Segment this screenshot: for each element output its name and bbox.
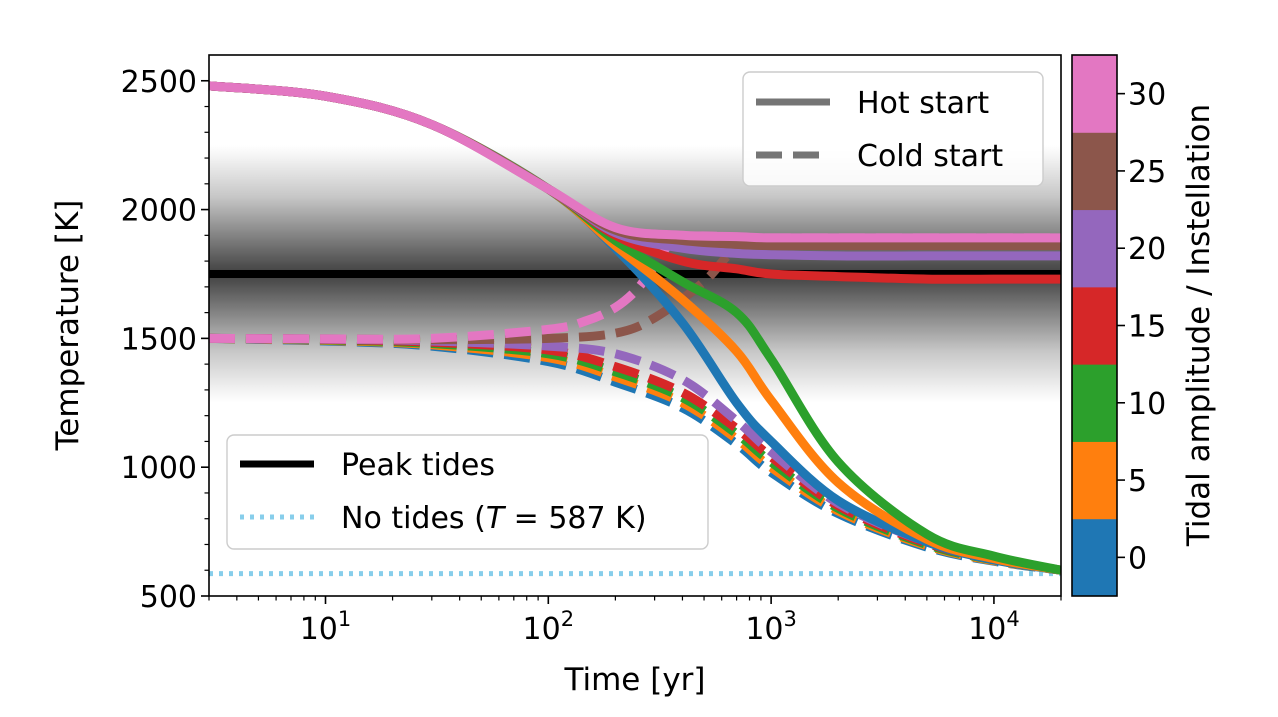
x-tick-exp: 3 [784,607,797,631]
colorbar-label: Tidal amplitude / Instellation [1181,104,1217,547]
legend-bottom-box [226,434,709,550]
legend-peak-tides-label: Peak tides [341,448,495,483]
x-tick-base: 10 [968,612,1006,647]
colorbar-frame [1071,54,1118,597]
legend-cold-start-label: Cold start [857,139,1003,174]
y-tick-label: 1500 [121,322,197,357]
y-axis-label: Temperature [K] [50,200,86,452]
legend-no-tides-label-post: = 587 K) [504,501,646,536]
x-tick-exp: 4 [1006,607,1019,631]
y-tick-label: 2500 [121,65,197,100]
x-tick-exp: 1 [338,607,351,631]
colorbar-tick-label: 0 [1128,541,1147,576]
x-axis-label: Time [yr] [564,662,706,698]
colorbar-segment [1072,441,1117,520]
series-lines [209,81,1061,575]
x-tick-label: 102 [523,607,575,647]
colorbar-tick-label: 30 [1128,78,1166,113]
y-tick-label: 1000 [121,451,197,486]
colorbar-segment [1072,518,1117,597]
legend-bottom: Peak tides No tides (T = 587 K) [226,434,709,550]
colorbar-segment [1072,286,1117,365]
x-tick-base: 10 [523,612,561,647]
colorbar-tick-label: 5 [1128,464,1147,499]
legend-hot-start-label: Hot start [857,86,989,121]
x-tick-label: 101 [300,607,352,647]
legend-no-tides-label: No tides (T = 587 K) [341,501,647,536]
x-axis-ticks: 101 102 103 104 [208,596,1062,647]
colorbar-tick-label: 25 [1128,155,1166,190]
series-line-6 [209,81,1061,243]
colorbar-tick-label: 15 [1128,310,1166,345]
colorbar-segment [1072,209,1117,288]
colorbar-segment [1072,132,1117,211]
y-tick-label: 500 [140,580,197,615]
legend-top: Hot start Cold start [742,71,1044,187]
plot-frame [208,54,1062,597]
x-tick-exp: 2 [561,607,574,631]
colorbar-segment [1072,364,1117,442]
y-axis-ticks: 500 1000 1500 2000 2500 [121,65,209,615]
x-tick-base: 10 [300,612,338,647]
colorbar: 0 5 10 15 20 25 30 [1071,54,1166,597]
x-tick-label: 103 [745,607,797,647]
colorbar-segment [1072,55,1117,133]
colorbar-tick-label: 10 [1128,387,1166,422]
x-tick-label: 104 [968,607,1020,647]
legend-no-tides-label-pre: No tides ( [341,501,486,536]
y-tick-label: 2000 [121,194,197,229]
x-tick-base: 10 [745,612,783,647]
legend-no-tides-label-var: T [486,501,507,536]
colorbar-tick-label: 20 [1128,232,1166,267]
